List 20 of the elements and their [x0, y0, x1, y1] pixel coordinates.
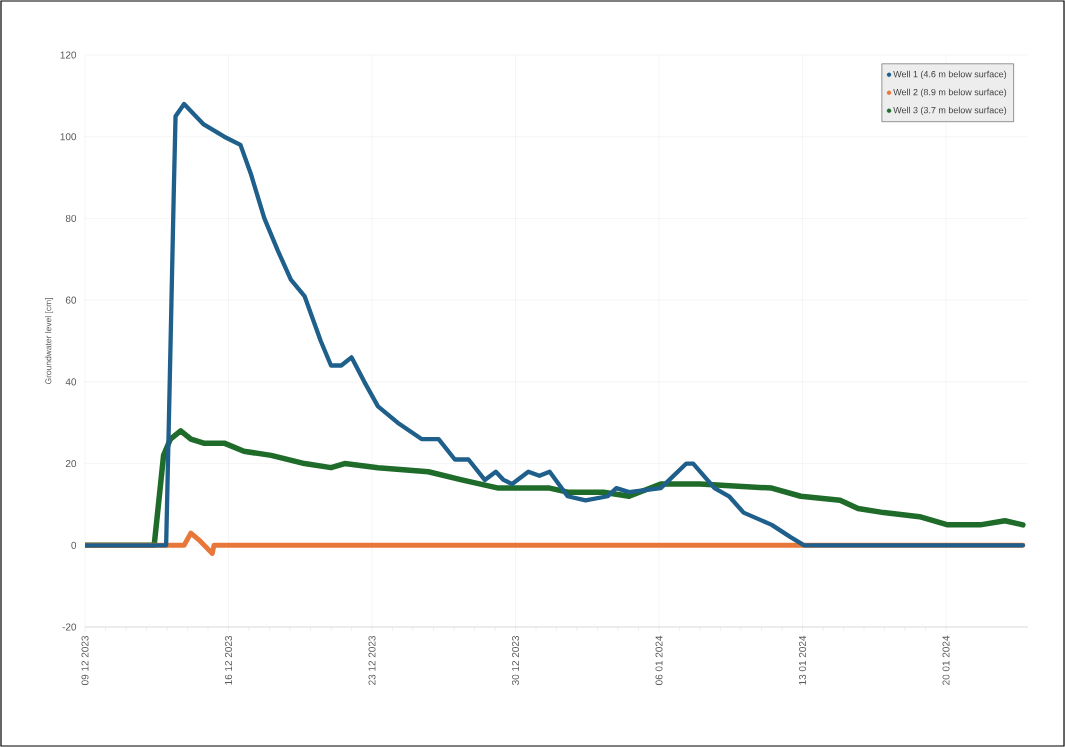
y-tick-label: 20: [65, 460, 77, 468]
line-series: [85, 101, 1026, 548]
legend-label: Well 2 (8.9 m below surface): [893, 88, 1007, 98]
y-tick-label: 100: [60, 133, 77, 141]
y-tick-label: 60: [65, 296, 77, 304]
legend-label: Well 1 (4.6 m below surface): [893, 70, 1007, 80]
x-tick-label: 20 01 2024: [942, 635, 950, 685]
legend-label: Well 3 (3.7 m below surface): [893, 106, 1007, 116]
x-tick-label: 30 12 2023: [511, 635, 520, 686]
y-tick-label: 40: [65, 378, 77, 386]
y-tick-label: 0: [71, 541, 77, 549]
y-tick-label: 120: [60, 51, 77, 59]
y-tick-label: 80: [65, 214, 77, 222]
y-axis-title: Groundwater level [cm]: [45, 298, 54, 385]
x-tick-label: 16 12 2023: [224, 635, 233, 685]
x-tick-label: 13 01 2024: [798, 635, 807, 685]
y-tick-label: -20: [62, 623, 77, 631]
x-tick-label: 23 12 2023: [368, 635, 376, 685]
x-tick-label: 06 01 2024: [655, 635, 663, 685]
x-tick-label: 09 12 2023: [81, 635, 89, 685]
